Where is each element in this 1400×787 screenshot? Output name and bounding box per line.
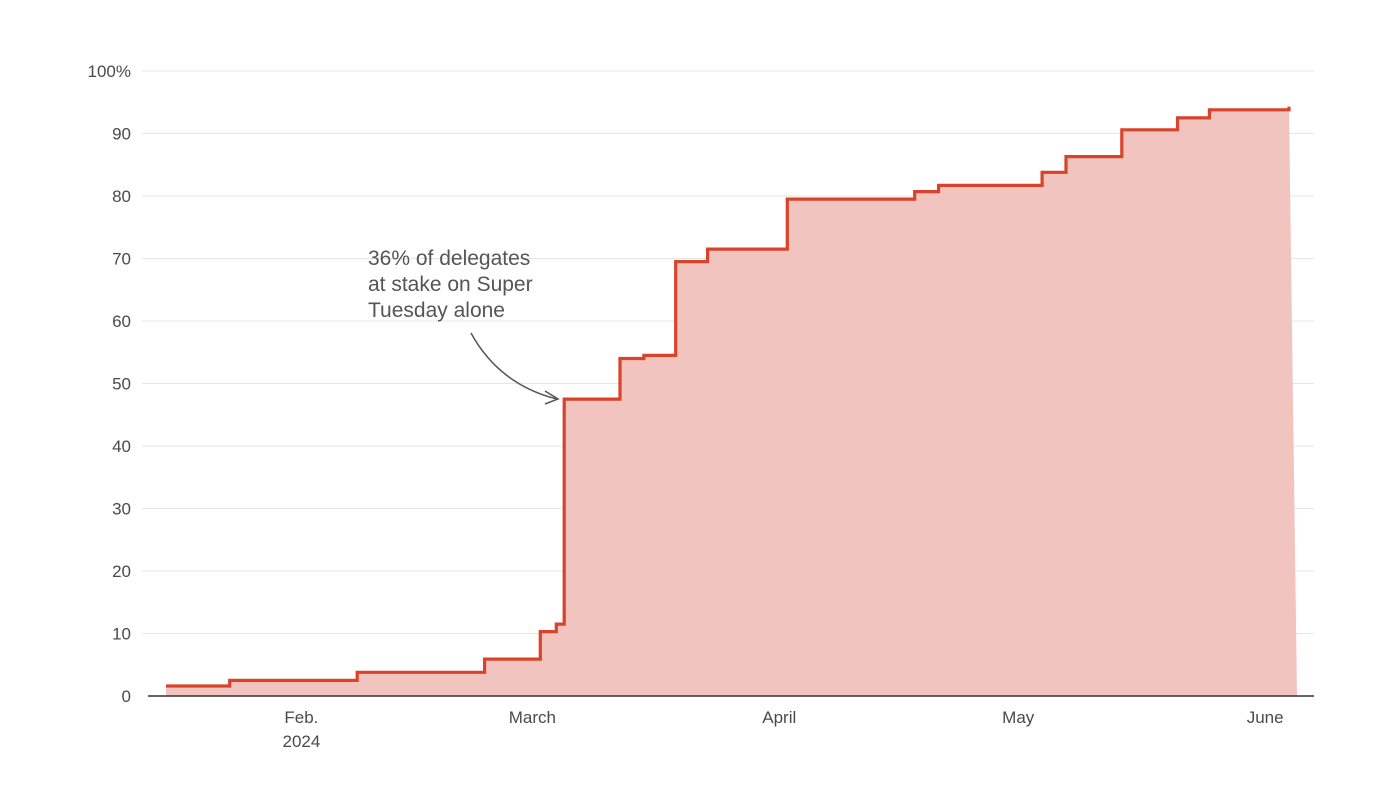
series-line xyxy=(166,106,1291,688)
x-tick-labels: Feb. 2024 March April May June xyxy=(282,708,1283,751)
y-tick-label: 50 xyxy=(112,375,131,394)
x-tick-label: May xyxy=(1002,708,1035,727)
y-tick-label: 100% xyxy=(88,62,131,81)
y-tick-label: 90 xyxy=(112,125,131,144)
y-tick-label: 60 xyxy=(112,312,131,331)
y-tick-label: 80 xyxy=(112,187,131,206)
annotation-line: at stake on Super xyxy=(368,273,533,296)
y-tick-label: 70 xyxy=(112,250,131,269)
annotation-text: 36% of delegates at stake on Super Tuesd… xyxy=(368,247,538,322)
y-tick-label: 10 xyxy=(112,625,131,644)
x-tick-label: March xyxy=(509,708,556,727)
step-line-layer xyxy=(166,106,1291,688)
x-tick-label: Feb. 2024 xyxy=(282,708,320,751)
annotation-arrowhead xyxy=(544,390,560,405)
y-tick-label: 0 xyxy=(122,687,131,706)
y-tick-label: 30 xyxy=(112,500,131,519)
area-fill xyxy=(166,106,1297,697)
annotation-line: Tuesday alone xyxy=(368,299,505,322)
annotation-line: 36% of delegates xyxy=(368,247,530,270)
annotation-arrow xyxy=(470,332,558,400)
annotation: 36% of delegates at stake on Super Tuesd… xyxy=(368,247,560,405)
x-tick-label: June xyxy=(1247,708,1284,727)
y-tick-labels: 0 10 20 30 40 50 60 70 80 90 100% xyxy=(88,62,131,706)
y-tick-label: 40 xyxy=(112,437,131,456)
y-tick-label: 20 xyxy=(112,562,131,581)
area-fill-layer xyxy=(166,106,1297,697)
x-tick-label: April xyxy=(762,708,796,727)
